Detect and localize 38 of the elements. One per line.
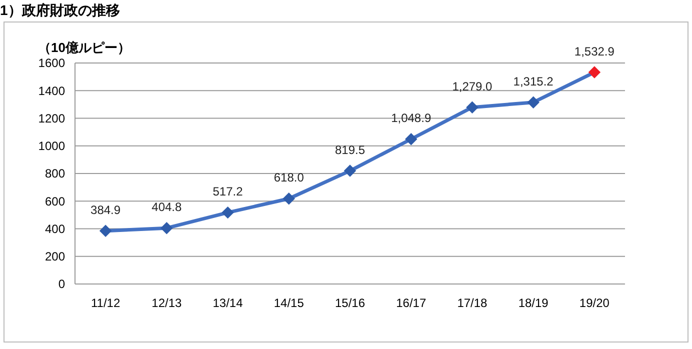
- x-tick-label: 14/15: [274, 296, 304, 310]
- point: [404, 132, 418, 146]
- data-label: 404.8: [152, 200, 182, 214]
- x-tick-label: 16/17: [396, 296, 426, 310]
- data-label: 618.0: [274, 170, 304, 185]
- data-label: 819.5: [334, 142, 366, 157]
- point: [344, 164, 356, 177]
- x-tick-label: 15/16: [334, 296, 366, 310]
- data-label: 1,279.0: [452, 79, 493, 94]
- point: [527, 96, 540, 108]
- x-tick-label: 17/18: [457, 296, 488, 310]
- data-label: 1,532.9: [574, 44, 615, 58]
- data-label: 384.9: [90, 202, 121, 217]
- point: [466, 101, 478, 114]
- y-tick-label: 200: [44, 250, 66, 264]
- x-tick-label: 18/19: [518, 296, 549, 310]
- y-axis-title: （10億ルピー）: [38, 40, 130, 55]
- y-tick-label: 800: [44, 166, 66, 181]
- point: [160, 222, 173, 234]
- data-label: 1,315.2: [513, 74, 554, 88]
- point: [588, 66, 601, 78]
- y-tick-label: 1400: [38, 84, 66, 98]
- x-tick-label: 13/14: [212, 296, 244, 310]
- point: [99, 224, 112, 237]
- x-tick-label: 11/12: [90, 296, 120, 310]
- y-tick-label: 1000: [38, 139, 66, 154]
- y-tick-label: 0: [58, 277, 66, 292]
- y-tick-label: 400: [44, 222, 66, 236]
- y-tick-label: 1600: [38, 56, 66, 70]
- y-tick-label: 1200: [38, 111, 66, 126]
- chart-title: 1）政府財政の推移: [0, 2, 120, 18]
- x-tick-label: 19/20: [579, 296, 610, 310]
- point: [222, 206, 234, 219]
- data-label: 1,048.9: [391, 111, 432, 126]
- x-tick-label: 12/13: [152, 296, 182, 310]
- y-tick-label: 600: [44, 194, 66, 208]
- data-label: 517.2: [212, 184, 244, 199]
- point: [282, 192, 296, 205]
